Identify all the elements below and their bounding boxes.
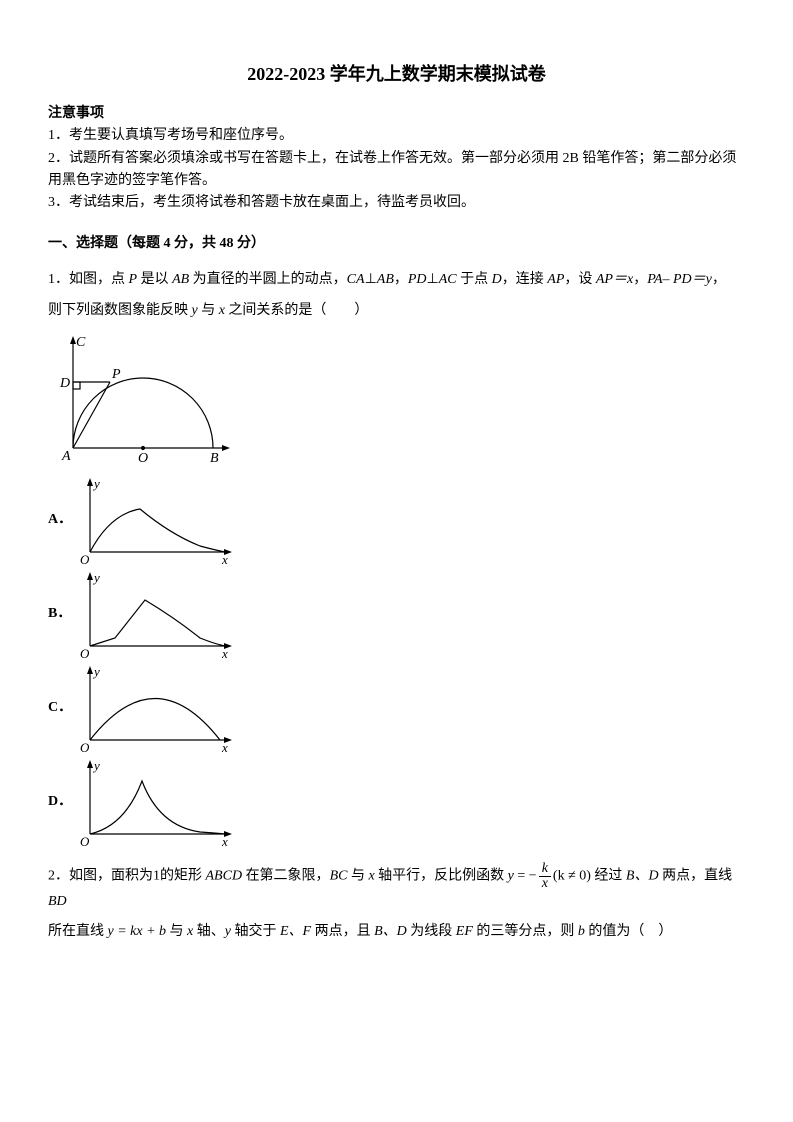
q2-line-eq: y = kx + b xyxy=(108,924,167,939)
axis-O: O xyxy=(80,552,90,566)
q1-option-C: C． y O x xyxy=(48,662,745,754)
q1-var-P: P xyxy=(129,272,138,287)
q1-text: ，连接 xyxy=(502,272,548,287)
axis-y: y xyxy=(92,476,100,491)
q2-text: 的三等分点，则 xyxy=(473,924,578,939)
question-1: 1．如图，点 P 是以 AB 为直径的半圆上的动点，CA⊥AB，PD⊥AC 于点… xyxy=(48,269,745,848)
q2-text: 与 xyxy=(166,924,187,939)
q2-EF: E、F xyxy=(280,924,311,939)
q2-text: 在第二象限， xyxy=(242,869,330,884)
q2-text: 为线段 xyxy=(407,924,456,939)
axis-O: O xyxy=(80,646,90,660)
q1-stem-line1: 1．如图，点 P 是以 AB 为直径的半圆上的动点，CA⊥AB，PD⊥AC 于点… xyxy=(48,269,745,291)
fig-label-B: B xyxy=(210,451,219,466)
section-1-header: 一、选择题（每题 4 分，共 48 分） xyxy=(48,233,745,255)
fig-label-D: D xyxy=(59,376,70,391)
notes-line-2: 2．试题所有答案必须填涂或书写在答题卡上，在试卷上作答无效。第一部分必须用 2B… xyxy=(48,148,745,193)
axis-x: x xyxy=(221,834,228,848)
axis-y: y xyxy=(92,758,100,773)
q2-frac-num: k xyxy=(539,862,551,877)
q1-option-B: B． y O x xyxy=(48,568,745,660)
q1-text: 1．如图，点 xyxy=(48,272,129,287)
q2-BD2: BD xyxy=(48,894,67,909)
q2-one: 1 xyxy=(153,869,160,884)
question-2: 2．如图，面积为1的矩形 ABCD 在第二象限，BC 与 x 轴平行，反比例函数… xyxy=(48,862,745,944)
q1-text: 为直径的半圆上的动点， xyxy=(189,272,347,287)
axis-O: O xyxy=(80,740,90,754)
q1-text: ， xyxy=(712,272,726,287)
q1-var-AP: AP xyxy=(547,272,564,287)
q2-text: 两点，且 xyxy=(311,924,374,939)
fig-label-C: C xyxy=(76,335,86,350)
q2-text: 两点，直线 xyxy=(659,869,733,884)
q2-BD: B、D xyxy=(626,869,659,884)
q1-var-AC: AC xyxy=(439,272,457,287)
q2-frac-den: x xyxy=(539,877,551,891)
q1-text: ，设 xyxy=(564,272,596,287)
q2-BC: BC xyxy=(330,869,348,884)
axis-x: x xyxy=(221,740,228,754)
q1-text: 与 xyxy=(198,303,219,318)
q1-var-CA: CA xyxy=(347,272,365,287)
page-title: 2022-2023 学年九上数学期末模拟试卷 xyxy=(48,60,745,89)
axis-O: O xyxy=(80,834,90,848)
q1-stem-line2: 则下列函数图象能反映 y 与 x 之间关系的是（ ） xyxy=(48,300,745,322)
q1-var-AB: AB xyxy=(172,272,189,287)
q1-optB-label: B． xyxy=(48,603,70,625)
q2-text: 的值为（ ） xyxy=(585,924,673,939)
q1-main-figure: C P D A O B xyxy=(48,330,745,468)
q2-b: b xyxy=(578,924,585,939)
q1-text: 之间关系的是（ ） xyxy=(225,303,369,318)
q1-var-PD: PD xyxy=(408,272,427,287)
q1-text: ， xyxy=(394,272,408,287)
q1-optC-label: C． xyxy=(48,697,70,719)
fig-label-A: A xyxy=(61,449,71,464)
notes-line-3: 3．考试结束后，考生须将试卷和答题卡放在桌面上，待监考员收回。 xyxy=(48,192,745,214)
q2-text: 与 xyxy=(347,869,368,884)
notes-line-1: 1．考生要认真填写考场号和座位序号。 xyxy=(48,125,745,147)
q1-text: 是以 xyxy=(137,272,172,287)
fig-label-P: P xyxy=(111,367,121,382)
q2-fraction: kx xyxy=(539,862,551,891)
q1-option-A: A． y O x xyxy=(48,474,745,566)
fig-label-O: O xyxy=(138,451,148,466)
notes-block: 注意事项 1．考生要认真填写考场号和座位序号。 2．试题所有答案必须填涂或书写在… xyxy=(48,103,745,215)
q1-eq-PAPD: PA– PD＝y xyxy=(647,272,712,287)
q2-BD3: B、D xyxy=(374,924,407,939)
q1-var-AB2: AB xyxy=(377,272,394,287)
q2-text: 轴、 xyxy=(193,924,225,939)
q2-text: 轴平行，反比例函数 xyxy=(375,869,508,884)
q1-optD-label: D． xyxy=(48,791,70,813)
q2-text: 轴交于 xyxy=(231,924,280,939)
q2-ABCD: ABCD xyxy=(206,869,243,884)
axis-y: y xyxy=(92,570,100,585)
q2-eq-tail: (k ≠ 0) xyxy=(553,869,591,884)
axis-y: y xyxy=(92,664,100,679)
q1-perp: ⊥ xyxy=(365,272,377,287)
q1-optA-label: A． xyxy=(48,509,70,531)
q1-var-D: D xyxy=(492,272,502,287)
q2-eq-mid: = − xyxy=(514,869,537,884)
q1-eq-APx: AP＝x xyxy=(596,272,633,287)
q2-text: 经过 xyxy=(591,869,626,884)
axis-x: x xyxy=(221,646,228,660)
q1-text: ， xyxy=(633,272,647,287)
q2-stem-line2: 所在直线 y = kx + b 与 x 轴、y 轴交于 E、F 两点，且 B、D… xyxy=(48,921,745,943)
q2-text: 2．如图，面积为 xyxy=(48,869,153,884)
q1-text: 于点 xyxy=(457,272,492,287)
q2-text: 所在直线 xyxy=(48,924,108,939)
q1-text: 则下列函数图象能反映 xyxy=(48,303,192,318)
q2-text: 的矩形 xyxy=(160,869,206,884)
notes-header: 注意事项 xyxy=(48,103,745,125)
q2-EF2: EF xyxy=(456,924,473,939)
axis-x: x xyxy=(221,552,228,566)
q2-stem-line1: 2．如图，面积为1的矩形 ABCD 在第二象限，BC 与 x 轴平行，反比例函数… xyxy=(48,862,745,913)
q1-option-D: D． y O x xyxy=(48,756,745,848)
q1-perp2: ⊥ xyxy=(427,272,439,287)
